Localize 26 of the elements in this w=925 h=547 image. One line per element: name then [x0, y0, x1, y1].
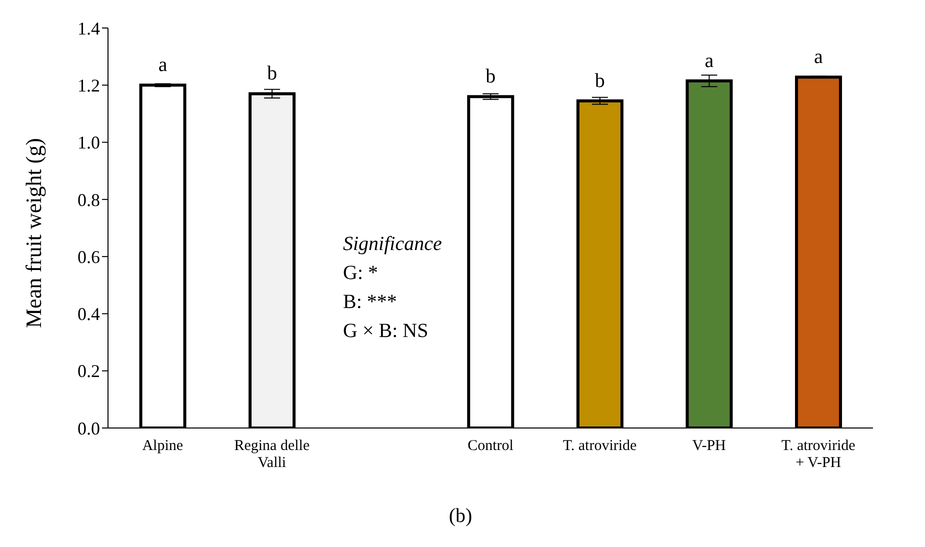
- text: (b): [448, 505, 474, 528]
- annotation: G × B: NS: [343, 319, 430, 344]
- data-label: a: [814, 46, 824, 68]
- data-label: b: [486, 66, 496, 88]
- x-tick-label: V-PH: [692, 438, 726, 454]
- annotation: B: ***: [343, 290, 398, 315]
- data-label: a: [704, 50, 714, 72]
- y-tick-label: 0.8: [78, 190, 100, 210]
- y-tick-label: 1.2: [78, 76, 100, 96]
- y-tick-label: 0.0: [78, 418, 100, 438]
- x-tick-label: Alpine: [142, 438, 184, 454]
- x-tick-label: Regina delle Valli: [234, 438, 310, 471]
- x-tick-label: T. atroviride + V-PH: [781, 438, 856, 471]
- x-tick-label: T. atroviride: [562, 438, 638, 454]
- data-label: b: [594, 70, 605, 92]
- annotation: Significance: [343, 232, 442, 257]
- y-tick-label: 0.6: [78, 246, 100, 267]
- y-tick-label: 1.4: [78, 18, 100, 38]
- y-tick-label: 0.4: [78, 304, 100, 324]
- y-tick-label: 1.0: [78, 132, 100, 153]
- y-tick-label: 0.2: [78, 361, 100, 382]
- data-label: b: [267, 62, 278, 85]
- y-axis-title: Mean fruit weight (g): [20, 138, 46, 328]
- x-tick-label: Control: [468, 438, 514, 454]
- annotation: G: *: [343, 261, 379, 286]
- data-label: a: [158, 54, 168, 76]
